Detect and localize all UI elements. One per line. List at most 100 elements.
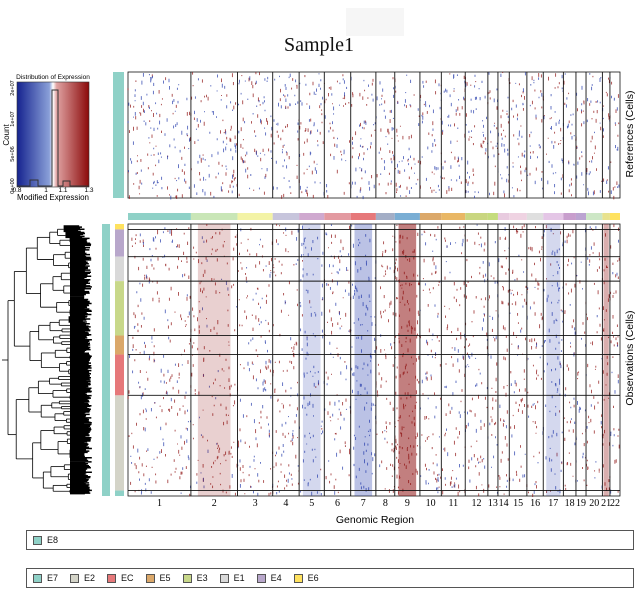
chromosome-label-16: 16 (530, 498, 540, 509)
dendrogram-leaves (70, 386, 92, 391)
dendrogram-area (58, 224, 98, 496)
chromosome-label-18: 18 (565, 498, 575, 509)
color-key-xtick: 1 (44, 187, 48, 194)
dendrogram-leaves (70, 282, 92, 289)
observation-legend-swatch (293, 573, 303, 583)
chromosome-color-band (128, 213, 620, 220)
dendrogram-leaves (68, 316, 91, 323)
observation-legend-item: E4 (256, 573, 282, 583)
dendrogram-leaves (70, 401, 89, 406)
color-key-xtick: 0.8 (12, 187, 21, 194)
dendrogram-leaves (63, 225, 85, 233)
dendrogram-leaves (70, 259, 89, 266)
observation-group-E5 (115, 335, 124, 355)
heatmap-cells-amplified (237, 227, 274, 496)
dendrogram-leaves (70, 275, 92, 283)
color-key-ytick: 1e+07 (10, 111, 16, 126)
heatmap-cells-deleted (527, 77, 544, 190)
heatmap-cells-deleted (324, 78, 348, 193)
dendrogram-leaves (70, 470, 92, 477)
dendrogram-leaves (70, 366, 92, 373)
chromosome-band-18 (563, 213, 576, 220)
dendrogram-leaves (70, 436, 92, 442)
dendrogram-leaves (70, 406, 91, 411)
color-key: Distribution of Expression Modified Expr… (2, 74, 94, 202)
color-key-ylabel: Count (2, 124, 11, 146)
color-key-ytick: 0e+00 (10, 178, 16, 193)
dendrogram (2, 224, 98, 496)
histogram-line (17, 89, 89, 187)
chromosome-band-5 (299, 213, 325, 220)
color-key-xtick: 1.3 (84, 187, 93, 194)
observation-group-EC (115, 354, 124, 396)
heatmap-cells-amplified (442, 226, 466, 496)
chromosome-band-1 (128, 213, 191, 220)
chromosome-label-17: 17 (548, 498, 558, 509)
title-background (346, 8, 404, 36)
chromosome-label-5: 5 (309, 498, 314, 509)
dendrogram-leaves (70, 404, 92, 408)
heatmap-cells-deleted (443, 238, 466, 488)
color-key-gradient (17, 82, 89, 187)
heatmap-cells-deleted (273, 73, 299, 190)
observation-legend-label: E6 (307, 573, 319, 583)
reference-legend-swatch (33, 535, 42, 545)
dendrogram-leaves (70, 362, 92, 368)
heatmap-cells-amplified (394, 78, 420, 197)
observation-legend-swatch (219, 573, 229, 583)
chromosome-band-15 (509, 213, 527, 220)
dendrogram-leaves (70, 426, 92, 431)
dendrogram-leaves (70, 296, 90, 304)
chromosome-band-11 (441, 213, 466, 220)
dendrogram-leaves (70, 302, 92, 308)
chromosome-label-9: 9 (405, 498, 410, 509)
dendrogram-leaves (70, 353, 92, 358)
observation-legend-item: E3 (182, 573, 208, 583)
dendrogram-leaves (70, 440, 91, 446)
observation-sample-bar (102, 224, 110, 496)
heatmap-cells-deleted (576, 85, 585, 186)
heatmap-cells-deleted (375, 81, 395, 183)
heatmap-cells-deleted (238, 76, 273, 190)
chromosome-band-8 (375, 213, 395, 220)
heatmap-cells-deleted (379, 267, 392, 468)
chromosome-label-14: 14 (499, 498, 509, 509)
dendrogram-leaves (70, 342, 91, 347)
dendrogram-leaves (70, 432, 90, 438)
heatmap-cells-deleted (324, 224, 351, 495)
color-key-title: Distribution of Expression (16, 74, 90, 81)
observation-heatmap (127, 223, 621, 497)
dendrogram-leaves (70, 445, 92, 454)
observation-legend-item: E7 (33, 573, 58, 583)
chromosome-band-13 (487, 213, 498, 220)
heatmap-cells-deleted (610, 239, 619, 494)
dendrogram-leaves (70, 376, 91, 382)
dendrogram-leaves (70, 429, 91, 434)
dendrogram-leaves (69, 409, 91, 414)
color-key-yticks: 0e+00 5e+06 1e+07 2e+07 (10, 80, 16, 193)
reference-heatmap (127, 71, 621, 200)
reference-group-E8 (113, 72, 124, 198)
dendrogram-leaves (70, 399, 90, 403)
chromosome-label-3: 3 (253, 498, 258, 509)
heatmap-cells-amplified (509, 82, 527, 192)
dendrogram-leaves (70, 481, 90, 487)
chromosome-band-4 (272, 213, 300, 220)
chromosome-signal-band (603, 224, 609, 496)
chromosome-label-7: 7 (361, 498, 366, 509)
chromosome-label-1: 1 (157, 498, 162, 509)
chromosome-label-13: 13 (488, 498, 498, 509)
observations-axis-label: Observations (Cells) (624, 310, 636, 405)
color-key-ytick: 2e+07 (10, 80, 16, 95)
dendrogram-leaves (70, 359, 90, 364)
chromosome-band-7 (350, 213, 376, 220)
chromosome-signal-band (398, 224, 417, 496)
chromosome-label-21: 21 (601, 498, 611, 509)
heatmap-figure: Distribution of Expression Modified Expr… (2, 71, 636, 526)
heatmap-frame (127, 71, 621, 199)
dendrogram-leaves (70, 461, 92, 468)
chromosome-band-21 (602, 213, 610, 220)
chromosome-band-19 (575, 213, 587, 220)
chromosome-band-20 (586, 213, 603, 220)
